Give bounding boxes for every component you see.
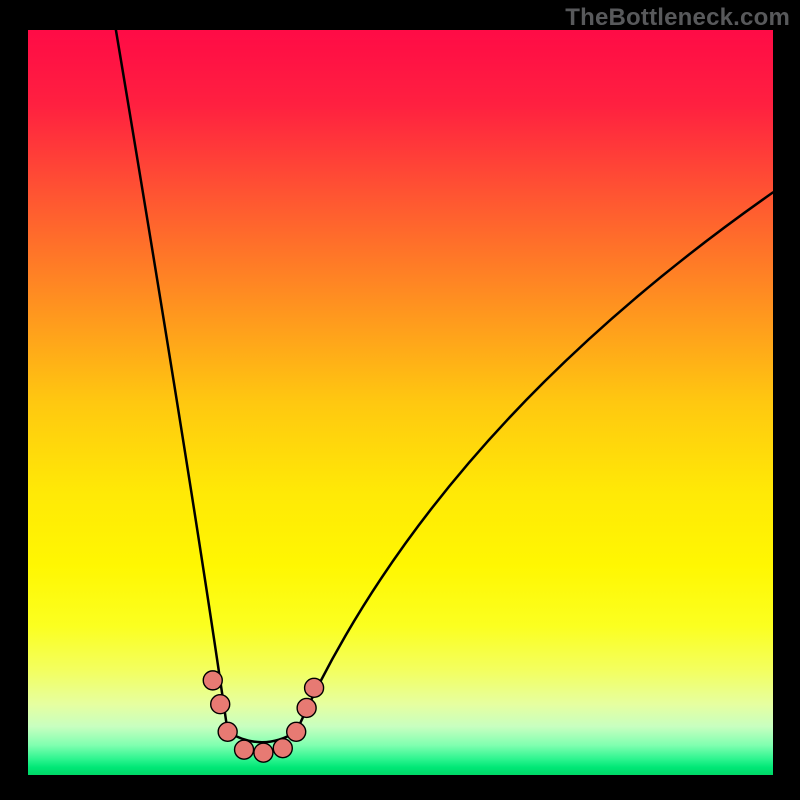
data-marker — [211, 695, 230, 714]
data-marker — [235, 740, 254, 759]
data-marker — [218, 722, 237, 741]
data-marker — [287, 722, 306, 741]
data-marker — [273, 739, 292, 758]
plot-background — [28, 30, 773, 775]
plot-svg — [28, 30, 773, 775]
plot-area — [28, 30, 773, 775]
data-marker — [297, 698, 316, 717]
watermark-text: TheBottleneck.com — [565, 4, 790, 32]
data-marker — [254, 743, 273, 762]
data-marker — [203, 671, 222, 690]
data-marker — [305, 678, 324, 697]
